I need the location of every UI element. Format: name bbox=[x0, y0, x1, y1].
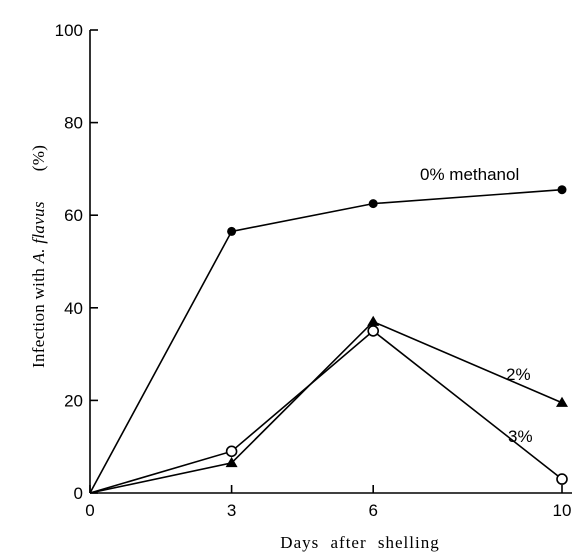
y-tick-label-60: 60 bbox=[64, 206, 83, 225]
y-axis-title-italic: A. flavus bbox=[29, 201, 48, 264]
series-0-point-2 bbox=[369, 199, 378, 208]
series-0-point-3 bbox=[558, 185, 567, 194]
y-axis-title-prefix: Infection with bbox=[29, 263, 48, 368]
series-1-point-2 bbox=[367, 316, 379, 326]
y-axis-title-unit: (%) bbox=[29, 145, 48, 171]
x-axis-ticks: 0 3 6 10 bbox=[85, 485, 571, 520]
series-0 bbox=[90, 185, 567, 493]
series-label-0-methanol: 0% methanol bbox=[420, 165, 519, 184]
y-tick-label-0: 0 bbox=[74, 484, 83, 503]
x-tick-label-6: 6 bbox=[368, 501, 377, 520]
series-label-2-percent: 2% bbox=[506, 365, 531, 384]
x-axis-title: Days after shelling bbox=[280, 533, 439, 552]
series-2-line bbox=[90, 331, 562, 493]
x-tick-label-10: 10 bbox=[553, 501, 572, 520]
series-1-point-3 bbox=[556, 397, 568, 407]
series-2-point-1 bbox=[227, 446, 237, 456]
y-tick-label-40: 40 bbox=[64, 299, 83, 318]
y-axis-title: Infection with A. flavus (%) bbox=[29, 145, 48, 368]
series-2 bbox=[90, 326, 567, 493]
series-label-3-percent: 3% bbox=[508, 427, 533, 446]
y-tick-label-80: 80 bbox=[64, 114, 83, 133]
y-axis-ticks: 0 20 40 60 80 100 bbox=[55, 21, 98, 503]
series-0-line bbox=[90, 190, 562, 493]
series-2-point-2 bbox=[368, 326, 378, 336]
x-tick-label-3: 3 bbox=[227, 501, 236, 520]
series-2-point-3 bbox=[557, 474, 567, 484]
series-1 bbox=[90, 316, 568, 493]
series-group bbox=[90, 185, 568, 493]
y-tick-label-20: 20 bbox=[64, 391, 83, 410]
series-0-point-1 bbox=[227, 227, 236, 236]
x-tick-label-0: 0 bbox=[85, 501, 94, 520]
y-tick-label-100: 100 bbox=[55, 21, 83, 40]
series-1-line bbox=[90, 322, 562, 493]
